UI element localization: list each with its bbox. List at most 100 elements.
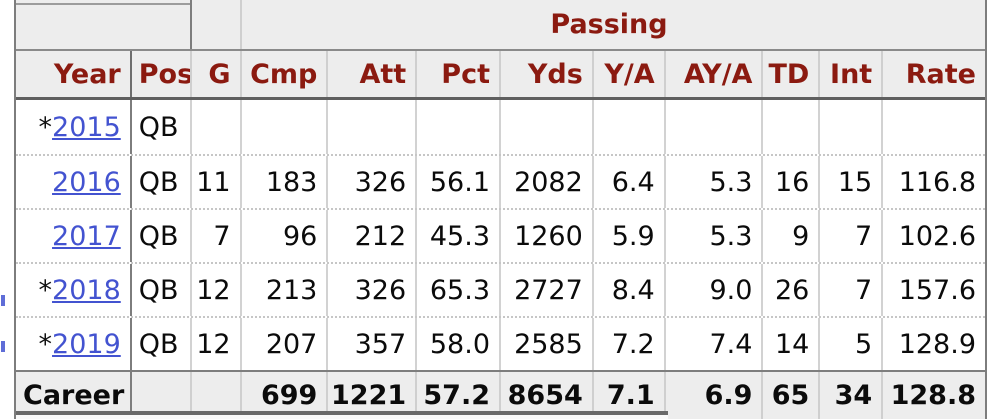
- passing-stats-table: Passing Year Pos G Cmp Att Pct Yds Y/A AY/A TD Int…: [14, 0, 987, 419]
- year-cell-2015: * 2015: [16, 100, 132, 154]
- career-stat-yds: 8654: [501, 372, 594, 419]
- stat-yds-2018: 2727: [501, 264, 594, 316]
- column-header-cmp[interactable]: Cmp: [242, 51, 329, 97]
- stat-int-2019: 5: [820, 318, 884, 370]
- year-cell-2017: 2017: [16, 210, 132, 262]
- column-header-row: Year Pos G Cmp Att Pct Yds Y/A AY/A TD Int Rate: [16, 51, 985, 100]
- stat-g-2019: 12: [192, 318, 242, 370]
- column-header-ay-a[interactable]: AY/A: [666, 51, 764, 97]
- stat-cmp-2019: 207: [242, 318, 329, 370]
- stat-pct-2016: 56.1: [417, 156, 501, 208]
- stat-pct-2018: 65.3: [417, 264, 501, 316]
- column-header-g[interactable]: G: [192, 51, 242, 97]
- clipped-link-fragment-2: [1, 341, 5, 352]
- stat-att-2015: [328, 100, 418, 154]
- stat-ay-a-2017: 5.3: [666, 210, 764, 262]
- stat-rate-2015: [883, 100, 985, 154]
- season-row-2019: * 2019 QB 12 207 357 58.0 2585 7.2 7.4 14 5 128.9: [16, 316, 985, 370]
- column-header-rate[interactable]: Rate: [905, 58, 976, 90]
- stat-yds-2019: 2585: [501, 318, 594, 370]
- stat-td-2019: 14: [763, 318, 821, 370]
- year-link-2019[interactable]: 2019: [52, 328, 121, 360]
- stat-rate-2016: 116.8: [898, 166, 976, 198]
- year-asterisk-2018: *: [38, 274, 53, 306]
- stat-g-2015: [192, 100, 242, 154]
- group-header-row: Passing: [16, 0, 985, 51]
- stat-int-2016: 15: [820, 156, 884, 208]
- season-row-2015: * 2015 QB: [16, 100, 985, 154]
- year-asterisk-2019: *: [38, 328, 53, 360]
- stat-rate-2018: 157.6: [898, 274, 976, 306]
- stat-cmp-2018: 213: [242, 264, 329, 316]
- column-header-pos[interactable]: Pos: [132, 51, 192, 97]
- stat-int-2015: [820, 100, 884, 154]
- stat-yds-2015: [501, 100, 594, 154]
- table-bottom-border: [16, 411, 668, 415]
- group-header-passing-cell: Passing: [242, 0, 985, 49]
- column-header-year[interactable]: Year: [16, 51, 132, 97]
- career-stat-ay-a: 6.9: [666, 372, 764, 419]
- stat-y-a-2019: 7.2: [594, 318, 666, 370]
- stat-td-2017: 9: [763, 210, 821, 262]
- stat-rate-2019: 128.9: [898, 328, 976, 360]
- stat-y-a-2016: 6.4: [594, 156, 666, 208]
- year-link-2018[interactable]: 2018: [52, 274, 121, 306]
- season-row-2016: 2016 QB 11 183 326 56.1 2082 6.4 5.3 16 15 116.8: [16, 154, 985, 208]
- career-stat-y-a: 7.1: [594, 372, 666, 419]
- stat-att-2018: 326: [328, 264, 418, 316]
- stat-pct-2017: 45.3: [417, 210, 501, 262]
- year-link-2015[interactable]: 2015: [52, 111, 121, 143]
- career-stat-rate: 128.8: [890, 380, 976, 411]
- stat-td-2016: 16: [763, 156, 821, 208]
- stat-y-a-2015: [594, 100, 666, 154]
- stat-att-2019: 357: [328, 318, 418, 370]
- passing-label: Passing: [550, 9, 668, 40]
- column-header-att[interactable]: Att: [328, 51, 418, 97]
- stat-int-2018: 7: [820, 264, 884, 316]
- stat-cmp-2016: 183: [242, 156, 329, 208]
- career-stat-int: 34: [820, 372, 884, 419]
- career-label-cell: Career: [16, 372, 132, 419]
- pos-cell-2015: QB: [132, 100, 192, 154]
- column-header-y-a[interactable]: Y/A: [594, 51, 666, 97]
- stat-cmp-2015: [242, 100, 329, 154]
- pos-cell-2017: QB: [132, 210, 192, 262]
- column-header-yds[interactable]: Yds: [501, 51, 594, 97]
- corner-top-border: [16, 3, 190, 5]
- career-stat-att: 1221: [328, 372, 418, 419]
- year-link-2017[interactable]: 2017: [52, 220, 121, 252]
- stat-pct-2015: [417, 100, 501, 154]
- career-stat-cmp: 699: [242, 372, 329, 419]
- column-header-pct[interactable]: Pct: [417, 51, 501, 97]
- column-header-td[interactable]: TD: [763, 51, 821, 97]
- stat-g-2017: 7: [192, 210, 242, 262]
- pos-cell-2018: QB: [132, 264, 192, 316]
- career-row: Career 699 1221 57.2 8654 7.1 6.9 65 34 128.8: [16, 370, 985, 419]
- stat-g-2018: 12: [192, 264, 242, 316]
- column-header-int[interactable]: Int: [820, 51, 884, 97]
- pos-cell-2016: QB: [132, 156, 192, 208]
- season-rows: * 2015 QB 2016 QB 11 183 326 56.1 2082 6.4 5.3 16 15 1…: [16, 100, 985, 370]
- group-blank-year-pos-cell: [16, 0, 192, 49]
- year-link-2016[interactable]: 2016: [52, 166, 121, 198]
- stat-y-a-2017: 5.9: [594, 210, 666, 262]
- stat-yds-2016: 2082: [501, 156, 594, 208]
- group-blank-g-cell: [192, 0, 242, 49]
- stat-rate-2017: 102.6: [898, 220, 976, 252]
- stat-g-2016: 11: [192, 156, 242, 208]
- career-stat-pct: 57.2: [417, 372, 501, 419]
- pos-cell-2019: QB: [132, 318, 192, 370]
- year-cell-2018: * 2018: [16, 264, 132, 316]
- stat-ay-a-2016: 5.3: [666, 156, 764, 208]
- season-row-2017: 2017 QB 7 96 212 45.3 1260 5.9 5.3 9 7 102.6: [16, 208, 985, 262]
- below-table-gap: [16, 415, 668, 419]
- career-stat-g: [192, 372, 242, 419]
- year-cell-2019: * 2019: [16, 318, 132, 370]
- stat-td-2018: 26: [763, 264, 821, 316]
- stat-att-2017: 212: [328, 210, 418, 262]
- season-row-2018: * 2018 QB 12 213 326 65.3 2727 8.4 9.0 26 7 157.6: [16, 262, 985, 316]
- stat-pct-2019: 58.0: [417, 318, 501, 370]
- stat-td-2015: [763, 100, 821, 154]
- stat-yds-2017: 1260: [501, 210, 594, 262]
